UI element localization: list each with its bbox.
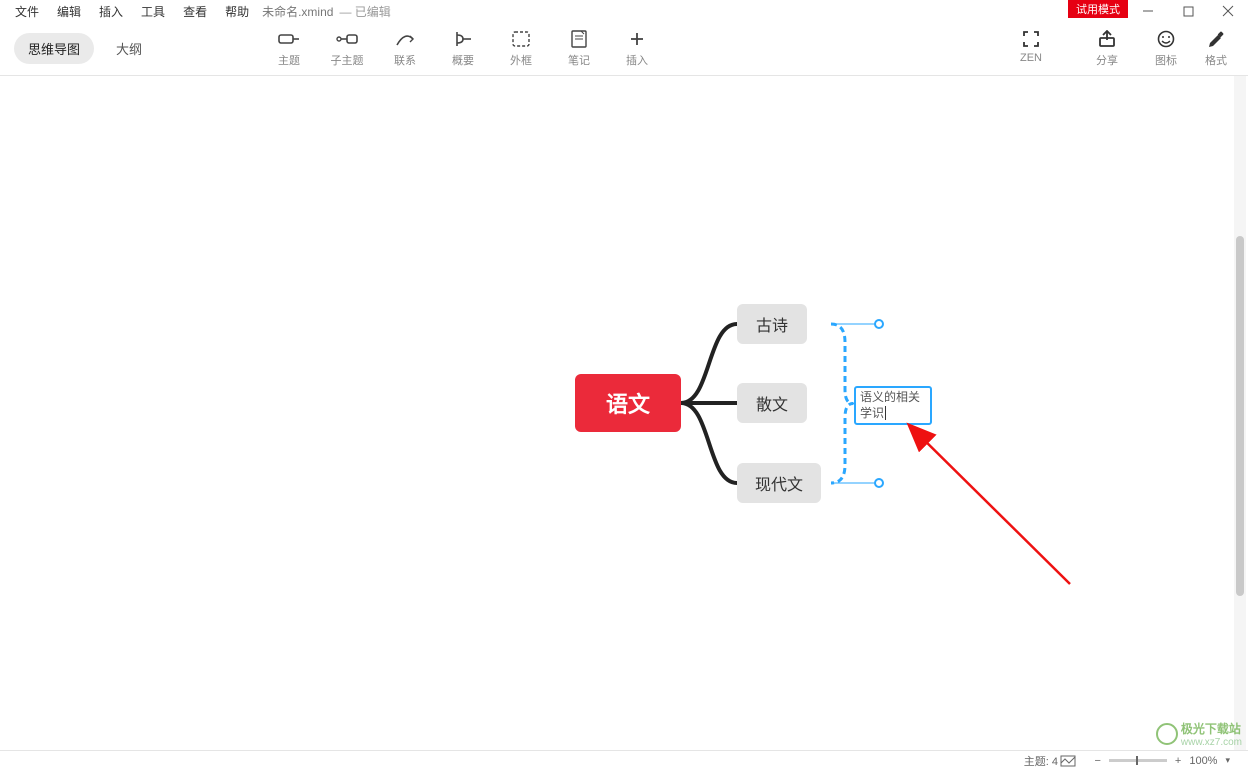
vscroll-thumb[interactable] <box>1236 236 1244 596</box>
toolbar: 思维导图 大纲 主题 子主题 联系 概要 外框 笔记 插入 <box>0 22 1248 76</box>
trial-mode-badge[interactable]: 试用模式 <box>1068 0 1128 18</box>
insert-button[interactable]: 插入 <box>614 29 660 68</box>
watermark: 极光下载站 www.xz7.com <box>1156 720 1242 748</box>
child-node-2[interactable]: 现代文 <box>737 463 821 503</box>
tab-outline[interactable]: 大纲 <box>102 33 156 64</box>
menu-help[interactable]: 帮助 <box>216 3 258 20</box>
boundary-label: 外框 <box>510 52 532 68</box>
icon-label: 图标 <box>1155 52 1177 68</box>
topic-label: 主题 <box>278 52 300 68</box>
zoom-out-button[interactable]: − <box>1094 755 1100 767</box>
menubar: 文件 编辑 插入 工具 查看 帮助 未命名.xmind — 已编辑 <box>0 0 1248 22</box>
topic-icon <box>278 29 300 49</box>
note-label: 笔记 <box>568 52 590 68</box>
maximize-button[interactable] <box>1168 0 1208 22</box>
zen-icon <box>1022 29 1040 49</box>
minimize-button[interactable] <box>1128 0 1168 22</box>
boundary-icon <box>512 29 530 49</box>
relation-button[interactable]: 联系 <box>382 29 428 68</box>
minimap-button[interactable] <box>1060 754 1076 768</box>
share-icon <box>1098 29 1116 49</box>
note-icon <box>571 29 587 49</box>
subtopic-icon <box>335 29 359 49</box>
toolbar-far-right: 图标 格式 <box>1150 29 1232 68</box>
zoom-controls: − + 100% ▾ <box>1094 755 1230 767</box>
format-label: 格式 <box>1205 52 1227 68</box>
relation-icon <box>395 29 415 49</box>
subtopic-button[interactable]: 子主题 <box>324 29 370 68</box>
share-label: 分享 <box>1096 52 1118 68</box>
document-status: — 已编辑 <box>339 3 390 20</box>
menu-insert[interactable]: 插入 <box>90 3 132 20</box>
smiley-icon <box>1157 29 1175 49</box>
root-node[interactable]: 语文 <box>575 374 681 432</box>
zoom-in-button[interactable]: + <box>1175 755 1181 767</box>
topic-count: 主题: 4 <box>1024 753 1058 769</box>
child-node-1[interactable]: 散文 <box>737 383 807 423</box>
document-filename: 未命名.xmind <box>262 3 333 20</box>
topic-button[interactable]: 主题 <box>266 29 312 68</box>
tab-mindmap[interactable]: 思维导图 <box>14 33 94 64</box>
menu-tools[interactable]: 工具 <box>132 3 174 20</box>
zoom-dropdown-icon[interactable]: ▾ <box>1225 755 1230 766</box>
summary-editing-box[interactable]: 语义的相关学识 <box>854 386 932 425</box>
menu-file[interactable]: 文件 <box>6 3 48 20</box>
statusbar: 主题: 4 − + 100% ▾ <box>0 750 1248 770</box>
share-button[interactable]: 分享 <box>1084 29 1130 68</box>
toolbar-main-group: 主题 子主题 联系 概要 外框 笔记 插入 <box>266 29 660 68</box>
summary-label: 概要 <box>452 52 474 68</box>
child-node-0[interactable]: 古诗 <box>737 304 807 344</box>
summary-button[interactable]: 概要 <box>440 29 486 68</box>
insert-label: 插入 <box>626 52 648 68</box>
zen-label: ZEN <box>1020 52 1042 64</box>
note-button[interactable]: 笔记 <box>556 29 602 68</box>
summary-icon <box>453 29 473 49</box>
format-icon <box>1207 29 1225 49</box>
zen-button[interactable]: ZEN <box>1008 29 1054 68</box>
subtopic-label: 子主题 <box>331 52 364 68</box>
zoom-level[interactable]: 100% <box>1189 755 1217 767</box>
format-button[interactable]: 格式 <box>1200 29 1232 68</box>
toolbar-right-group: ZEN 分享 <box>1008 29 1130 68</box>
relation-label: 联系 <box>394 52 416 68</box>
mindmap-canvas[interactable]: 语文 古诗 散文 现代文 语义的相关学识 <box>0 76 1234 750</box>
close-button[interactable] <box>1208 0 1248 22</box>
vertical-scrollbar[interactable] <box>1234 76 1246 750</box>
menu-view[interactable]: 查看 <box>174 3 216 20</box>
plus-icon <box>629 29 645 49</box>
watermark-icon <box>1156 723 1178 745</box>
icon-button[interactable]: 图标 <box>1150 29 1182 68</box>
zoom-slider[interactable] <box>1109 759 1167 762</box>
window-controls <box>1128 0 1248 22</box>
boundary-button[interactable]: 外框 <box>498 29 544 68</box>
menu-edit[interactable]: 编辑 <box>48 3 90 20</box>
